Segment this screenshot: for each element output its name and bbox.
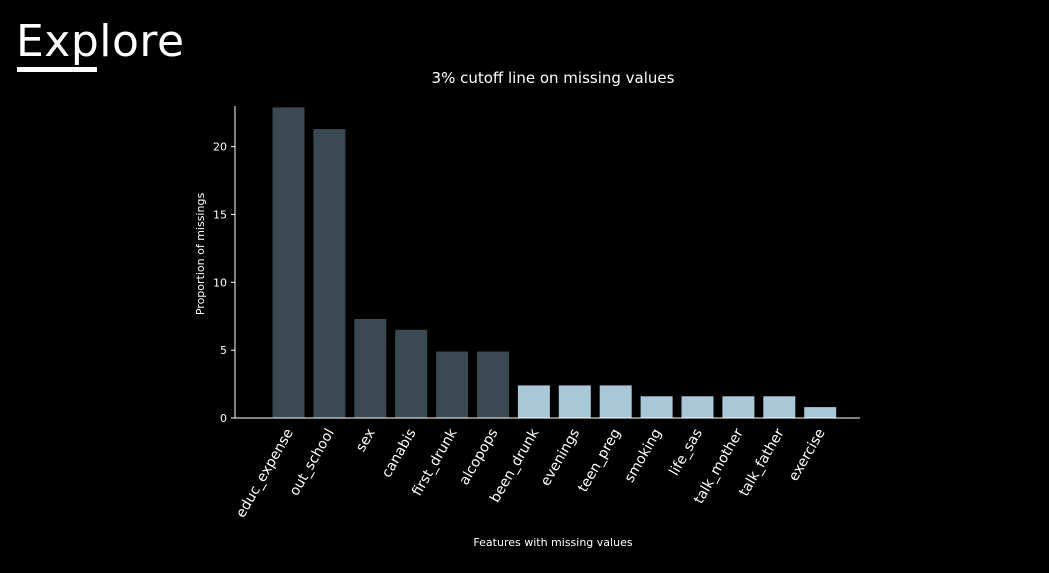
- title-underline: [17, 67, 97, 72]
- bar-out_school: [313, 129, 346, 418]
- bar-evenings: [558, 385, 591, 418]
- y-tick-label: 20: [213, 141, 227, 154]
- bar-been_drunk: [517, 385, 550, 418]
- bar-talk_father: [763, 396, 796, 418]
- x-tick-label: exercise: [786, 426, 829, 484]
- x-tick-label: teen_preg: [575, 426, 624, 495]
- x-tick-label: educ_expense: [233, 426, 297, 521]
- x-tick-label: sex: [353, 426, 379, 455]
- slide-title: Explore: [16, 16, 185, 67]
- y-axis-label: Proportion of missings: [194, 193, 207, 316]
- bar-sex: [354, 319, 387, 418]
- bar-exercise: [804, 407, 837, 418]
- bar-alcopops: [477, 351, 509, 418]
- y-tick-label: 0: [220, 412, 227, 425]
- x-tick-label: life_sas: [666, 426, 706, 479]
- x-axis-label: Features with missing values: [473, 536, 632, 549]
- bar-talk_mother: [722, 396, 755, 418]
- chart-title: 3% cutoff line on missing values: [432, 69, 675, 87]
- x-tick-label: alcopops: [456, 426, 501, 488]
- bar-canabis: [395, 329, 428, 418]
- y-tick-label: 15: [213, 209, 227, 222]
- bars-group: [272, 107, 837, 419]
- x-tick-label: evenings: [538, 426, 584, 489]
- x-tick-label: canabis: [379, 426, 420, 481]
- bar-teen_preg: [599, 385, 632, 418]
- bar-life_sas: [681, 396, 714, 418]
- y-tick-label: 5: [220, 344, 227, 357]
- bar-first_drunk: [436, 351, 469, 418]
- x-tick-label: smoking: [622, 426, 665, 485]
- bar-educ_expense: [272, 107, 305, 419]
- y-tick-label: 10: [213, 276, 227, 289]
- y-ticks-group: 0 5 10 15 20: [213, 141, 235, 425]
- bar-smoking: [640, 396, 673, 418]
